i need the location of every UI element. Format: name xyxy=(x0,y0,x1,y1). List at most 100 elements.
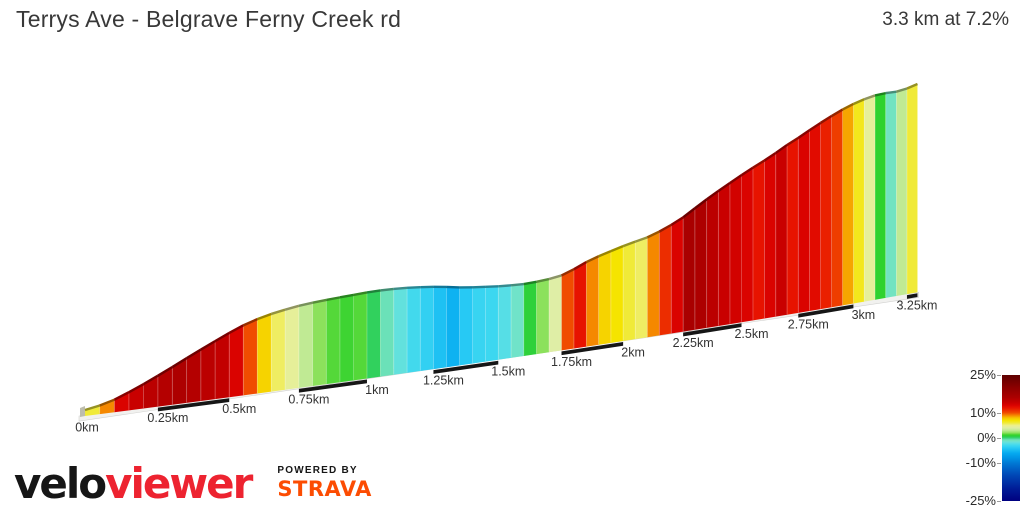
profile-segment xyxy=(498,285,512,360)
profile-top-cap xyxy=(312,298,327,304)
profile-segment xyxy=(741,167,753,323)
profile-segment xyxy=(326,297,340,385)
profile-top-cap xyxy=(670,216,684,226)
profile-segment xyxy=(647,231,660,338)
profile-segment xyxy=(157,367,173,407)
profile-top-cap xyxy=(380,287,394,292)
profile-segment xyxy=(706,190,719,328)
profile-segment xyxy=(875,93,886,300)
x-axis-label: 3.25km xyxy=(896,299,937,313)
profile-segment xyxy=(536,279,549,355)
x-axis-label: 2.25km xyxy=(673,336,714,350)
profile-segment xyxy=(243,319,258,396)
profile-top-cap xyxy=(298,301,313,308)
profile-top-cap xyxy=(658,223,672,233)
profile-segment xyxy=(229,325,244,398)
profile-top-cap xyxy=(885,90,897,95)
profile-segment xyxy=(573,262,587,349)
strava-logo: STRAVA xyxy=(277,477,372,501)
profile-top-cap xyxy=(634,236,648,243)
profile-segment xyxy=(339,294,354,383)
profile-segment xyxy=(143,375,158,409)
page-title: Terrys Ave - Belgrave Ferny Creek rd xyxy=(16,6,402,32)
profile-top-cap xyxy=(393,286,408,291)
profile-segment xyxy=(683,208,695,332)
profile-top-cap xyxy=(214,331,230,343)
profile-top-cap xyxy=(270,308,286,316)
profile-top-cap xyxy=(498,284,512,288)
profile-top-cap xyxy=(339,293,354,299)
profile-top-cap xyxy=(598,249,612,258)
profile-segment xyxy=(200,341,216,401)
profile-top-cap xyxy=(763,151,777,162)
profile-segment xyxy=(85,405,100,416)
profile-top-cap xyxy=(446,285,460,289)
profile-segment xyxy=(718,182,730,326)
x-axis-label: 1.75km xyxy=(551,355,592,369)
axis-tape-segment xyxy=(906,293,918,299)
x-axis-label: 3km xyxy=(852,308,876,322)
profile-top-cap xyxy=(560,268,575,277)
profile-start-face xyxy=(80,406,85,417)
profile-top-cap xyxy=(622,240,636,248)
profile-segment xyxy=(99,399,115,415)
profile-top-cap xyxy=(729,174,743,184)
profile-top-cap xyxy=(797,129,811,139)
profile-top-cap xyxy=(157,366,173,377)
profile-top-cap xyxy=(646,230,660,239)
profile-segment xyxy=(511,284,524,358)
profile-segment xyxy=(548,275,562,353)
profile-segments xyxy=(84,82,918,416)
veloviewer-logo-viewer: viewer xyxy=(105,459,253,509)
axis-tape-segment xyxy=(561,342,624,356)
profile-top-cap xyxy=(610,245,624,253)
axis-tape-segment xyxy=(433,360,499,374)
powered-by-label: POWERED BY xyxy=(277,465,358,476)
profile-top-cap xyxy=(786,136,799,146)
x-axis-label: 1km xyxy=(365,383,389,397)
profile-segment xyxy=(598,251,611,345)
profile-top-cap xyxy=(863,94,876,101)
profile-segment xyxy=(285,305,299,390)
profile-segment xyxy=(764,152,776,319)
profile-segment xyxy=(420,286,434,371)
profile-top-cap xyxy=(99,398,115,407)
profile-segment xyxy=(842,103,854,306)
profile-segment xyxy=(186,349,201,403)
profile-top-cap xyxy=(896,87,908,93)
profile-segment xyxy=(906,84,918,295)
profile-top-cap xyxy=(874,91,886,97)
profile-segment xyxy=(586,256,599,347)
profile-segment xyxy=(561,269,574,351)
x-axis-label: 2.75km xyxy=(788,317,829,331)
profile-top-cap xyxy=(510,282,524,287)
strava-attribution: POWERED BY STRAVA xyxy=(277,465,372,501)
profile-segment xyxy=(775,144,788,317)
footer-branding: veloviewer POWERED BY STRAVA xyxy=(14,463,372,505)
profile-segment xyxy=(446,286,460,368)
axis-tape-segment xyxy=(157,398,230,412)
profile-segment xyxy=(853,99,865,304)
profile-segment xyxy=(831,109,843,308)
profile-top-cap xyxy=(705,189,720,201)
profile-segment xyxy=(257,313,272,394)
profile-top-cap xyxy=(128,383,145,394)
axis-tape-segment xyxy=(798,304,854,318)
profile-segment xyxy=(380,288,394,377)
profile-top-cap xyxy=(852,98,865,106)
x-axis-label: 0.5km xyxy=(222,402,256,416)
climb-stat: 3.3 km at 7.2% xyxy=(882,9,1009,30)
profile-top-cap xyxy=(585,255,600,264)
profile-top-cap xyxy=(906,82,918,90)
profile-top-cap xyxy=(752,159,766,169)
profile-segment xyxy=(694,199,707,330)
profile-top-cap xyxy=(717,181,731,192)
profile-top-cap xyxy=(808,121,822,132)
profile-segment xyxy=(271,309,286,392)
profile-top-cap xyxy=(200,340,216,351)
profile-segment xyxy=(659,224,672,336)
axis-tape-segment xyxy=(298,379,367,393)
x-axis-label: 1.5km xyxy=(491,364,525,378)
profile-top-cap xyxy=(548,274,562,281)
